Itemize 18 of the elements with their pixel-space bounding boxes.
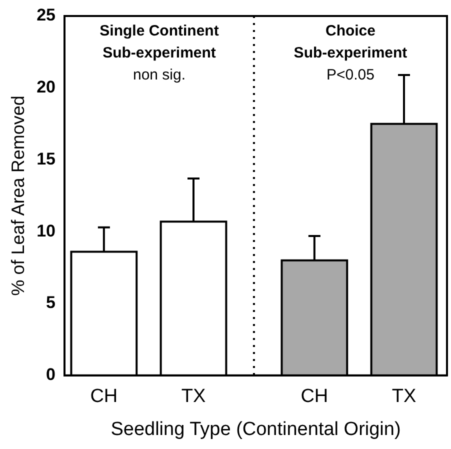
x-tick-label: CH bbox=[90, 386, 118, 408]
x-tick-label: TX bbox=[392, 386, 416, 408]
y-tick-label: 25 bbox=[36, 6, 56, 25]
x-tick-label: CH bbox=[300, 386, 328, 408]
annotation: Choice bbox=[325, 22, 376, 40]
y-tick-label: 5 bbox=[46, 293, 56, 312]
x-tick-label: TX bbox=[181, 386, 206, 408]
annotation: Single Continent bbox=[100, 22, 219, 40]
y-tick-label: 0 bbox=[46, 365, 56, 384]
y-tick-label: 20 bbox=[36, 78, 56, 97]
y-tick-label: 10 bbox=[36, 221, 56, 240]
annotation: Sub-experiment bbox=[294, 44, 408, 62]
y-axis-title: % of Leaf Area Removed bbox=[8, 96, 28, 296]
annotation: P<0.05 bbox=[326, 66, 374, 84]
annotation: Sub-experiment bbox=[102, 44, 216, 62]
y-tick-label: 15 bbox=[36, 149, 56, 168]
x-axis-title: Seedling Type (Continental Origin) bbox=[110, 418, 401, 440]
annotation: non sig. bbox=[132, 66, 186, 84]
